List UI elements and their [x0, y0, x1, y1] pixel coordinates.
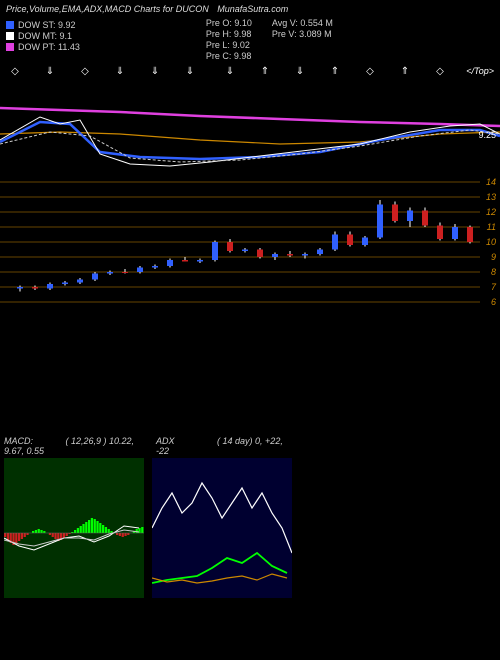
svg-text:10: 10 [486, 237, 496, 247]
svg-text:9: 9 [491, 252, 496, 262]
stat-o: Pre O: 9.10 [206, 18, 252, 28]
macd-chart [4, 458, 144, 598]
svg-text:9.25: 9.25 [478, 130, 496, 140]
svg-text:⇓: ⇓ [46, 66, 54, 77]
svg-text:6: 6 [491, 297, 496, 306]
svg-text:11: 11 [487, 222, 496, 232]
stats: Pre O: 9.10 Pre H: 9.98 Pre L: 9.02 Pre … [206, 18, 333, 62]
header: Price,Volume,EMA,ADX,MACD Charts for DUC… [0, 0, 500, 18]
site-name: MunafaSutra.com [217, 4, 288, 14]
legend-dow-mt: DOW MT: 9.1 [6, 31, 80, 41]
svg-text:⇓: ⇓ [186, 66, 194, 77]
legend-pt-label: DOW PT: 11.43 [18, 42, 80, 52]
svg-text:⇑: ⇑ [261, 66, 269, 77]
adx-params: ( 14 day) 0, +22, -22 [156, 436, 283, 456]
svg-text:⇓: ⇓ [296, 66, 304, 77]
legend-st-label: DOW ST: 9.92 [18, 20, 76, 30]
svg-text:⇓: ⇓ [226, 66, 234, 77]
stat-prev: Pre V: 3.089 M [272, 29, 333, 39]
swatch-pt [6, 43, 14, 51]
spacer [0, 306, 500, 436]
candle-chart: 67891011121314 [0, 178, 500, 306]
legend-mt-label: DOW MT: 9.1 [18, 31, 72, 41]
svg-text:◇: ◇ [11, 66, 19, 77]
stat-h: Pre H: 9.98 [206, 29, 252, 39]
svg-text:8: 8 [491, 267, 496, 277]
stat-avgv: Avg V: 0.554 M [272, 18, 333, 28]
swatch-mt [6, 32, 14, 40]
svg-text:⇓: ⇓ [151, 66, 159, 77]
stat-l: Pre L: 9.02 [206, 40, 252, 50]
adx-chart [152, 458, 292, 598]
chart-title: Price,Volume,EMA,ADX,MACD Charts for DUC… [6, 4, 209, 14]
svg-text:◇: ◇ [81, 66, 89, 77]
legend: DOW ST: 9.92 DOW MT: 9.1 DOW PT: 11.43 [0, 18, 86, 55]
legend-dow-st: DOW ST: 9.92 [6, 20, 80, 30]
legend-dow-pt: DOW PT: 11.43 [6, 42, 80, 52]
stat-c: Pre C: 9.98 [206, 51, 252, 61]
svg-text:◇: ◇ [366, 66, 374, 77]
svg-text:⇑: ⇑ [331, 66, 339, 77]
svg-text:⇓: ⇓ [116, 66, 124, 77]
svg-text:12: 12 [486, 207, 496, 217]
svg-text:14: 14 [486, 178, 496, 187]
macd-label: MACD: [4, 436, 33, 446]
svg-text:</Top>: </Top> [466, 66, 494, 76]
adx-label: ADX [156, 436, 175, 446]
svg-text:◇: ◇ [436, 66, 444, 77]
svg-text:13: 13 [486, 192, 496, 202]
ema-chart: ◇ ⇓ ◇ ⇓ ⇓ ⇓ ⇓ ⇑ ⇓ ⇑ ◇ ⇑ ◇ </Top> 9.25 [0, 62, 500, 178]
swatch-st [6, 21, 14, 29]
svg-text:⇑: ⇑ [401, 66, 409, 77]
